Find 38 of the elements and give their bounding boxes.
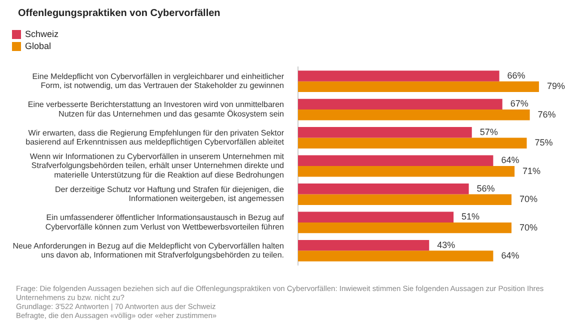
data-label: 64% [501, 250, 520, 261]
bar [298, 138, 527, 148]
legend-label: Schweiz [25, 29, 59, 39]
y-tick-label: Ein umfassenderer öffentlicher Informationsaustausch in Bezug auf Cybervorfälle können zum Verlust von Wettbewerbsvorteilen führen [45, 213, 285, 232]
bar [298, 194, 512, 205]
data-label: 64% [501, 155, 520, 166]
data-label: 75% [534, 138, 553, 148]
y-tick-label: Eine Meldepflicht von Cybervorfällen in vergleichbarer und einheitlicher Form, ist notwendig, um das Vertrauen der Stakeholder zu gewinnen [32, 72, 284, 90]
data-label: 51% [462, 212, 480, 222]
bar [298, 240, 430, 251]
bar [298, 222, 512, 234]
bar [298, 166, 515, 177]
bar [298, 70, 500, 82]
data-label: 56% [476, 183, 495, 194]
data-label: 67% [510, 98, 528, 109]
y-tick-label: Neue Anforderungen in Bezug auf die Meldepflicht von Cybervorfällen halten uns davon ab, Informationen mit Strafverfolgungsbehörden zu teilen. [12, 241, 284, 260]
bar [298, 250, 494, 262]
legend-label: Global [25, 41, 52, 51]
bar [298, 98, 502, 110]
data-label: 66% [507, 70, 526, 80]
y-tick-label: Wenn wir Informationen zu Cybervorfällen in unserem Unternehmen mit Strafverfolgungsbehörden teilen, erhält unser Unternehmen direkte und materielle Unterstützung für die Reaktion auf diese Bedrohungen [30, 152, 285, 180]
bar [298, 110, 530, 120]
bar [298, 212, 454, 222]
text: Offenlegungspraktiken von Cybervorfällen [18, 8, 222, 21]
data-label: 70% [520, 222, 538, 232]
y-tick-label: Der derzeitige Schutz vor Haftung und Strafen für diejenigen, die Informationen weitergeben, ist angemessen [54, 184, 285, 204]
bar [298, 184, 469, 194]
data-label: 70% [520, 194, 538, 204]
bar [298, 127, 472, 138]
y-tick-label: Eine verbesserte Berichterstattung an Investoren wird von unmittelbaren Nutzen für das Unternehmen und das gesamte Ökosystem sein [28, 100, 284, 118]
data-label: 71% [522, 166, 541, 176]
y-tick-label: Wir erwarten, dass die Regierung Empfehlungen für den privaten Sektor basierend auf Erkenntnissen aus meldepflichtigen Cybervorfällen ableitet [26, 128, 285, 147]
bar [298, 155, 494, 166]
data-label: 79% [546, 81, 565, 92]
data-label: 57% [480, 126, 498, 137]
data-label: 43% [437, 240, 456, 250]
bar [298, 81, 539, 92]
data-label: 76% [538, 109, 556, 120]
